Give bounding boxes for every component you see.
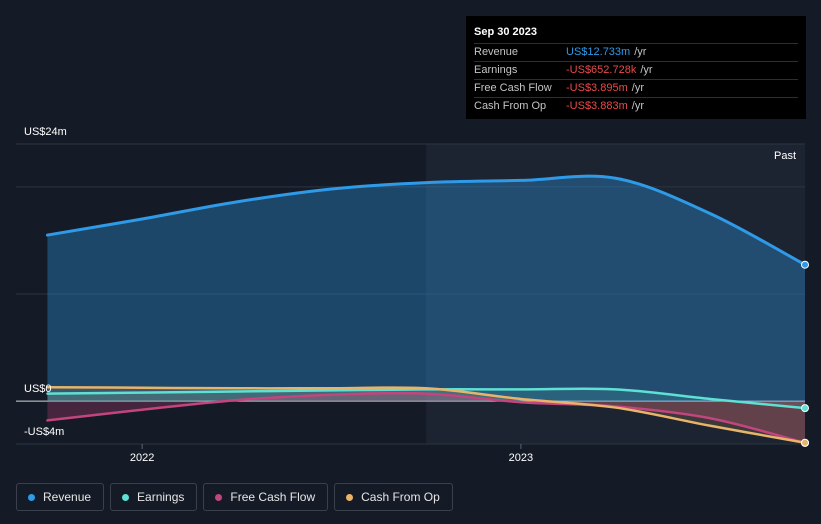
legend-item-revenue[interactable]: Revenue [16, 483, 105, 511]
legend-dot-icon [215, 493, 223, 501]
legend-label: Earnings [137, 490, 185, 504]
chart-legend: Revenue Earnings Free Cash Flow Cash Fro… [16, 483, 453, 511]
x-tick-label: 2023 [509, 452, 533, 464]
tooltip-label: Free Cash Flow [474, 82, 552, 94]
tooltip-label: Earnings [474, 64, 518, 76]
tooltip-value: -US$3.883m [566, 100, 628, 112]
tooltip-row-cash-from-op: Cash From Op -US$3.883m /yr [474, 98, 798, 115]
legend-dot-icon [28, 493, 35, 501]
tooltip-value: US$12.733m [566, 46, 631, 58]
series-endpoints [801, 260, 809, 447]
series-lines [45, 174, 807, 445]
past-label: Past [774, 150, 797, 162]
y-axis-bottom-label: -US$4m [24, 426, 65, 438]
cash-from-op-endpoint [801, 438, 809, 447]
legend-dot-icon [346, 493, 354, 501]
data-tooltip: Sep 30 2023 Revenue US$12.733m /yr Earni… [466, 16, 806, 119]
tooltip-label: Revenue [474, 46, 519, 58]
legend-label: Free Cash Flow [230, 490, 316, 504]
tooltip-row-earnings: Earnings -US$652.728k /yr [474, 62, 798, 80]
tooltip-unit: /yr [631, 100, 644, 112]
tooltip-row-revenue: Revenue US$12.733m /yr [474, 44, 798, 62]
cash-from-op-line [46, 385, 807, 444]
earnings-area [47, 388, 806, 409]
revenue-line [45, 174, 807, 267]
x-tick-label: 2022 [130, 452, 154, 464]
y-axis-top-label: US$24m [24, 126, 67, 138]
revenue-endpoint [801, 260, 809, 269]
tooltip-unit: /yr [634, 46, 647, 58]
y-axis-zero-label: US$0 [24, 383, 52, 395]
tooltip-unit: /yr [640, 64, 653, 76]
legend-dot-icon [122, 493, 130, 501]
legend-item-free-cash-flow[interactable]: Free Cash Flow [203, 483, 329, 511]
earnings-endpoint [801, 404, 809, 413]
tooltip-value: -US$3.895m [566, 82, 628, 94]
tooltip-label: Cash From Op [474, 100, 547, 112]
legend-item-cash-from-op[interactable]: Cash From Op [334, 483, 453, 511]
legend-item-earnings[interactable]: Earnings [110, 483, 198, 511]
x-axis-ticks: 2022 2023 [130, 444, 533, 464]
gridlines [16, 143, 805, 445]
tooltip-date: Sep 30 2023 [474, 24, 798, 44]
tooltip-unit: /yr [631, 82, 644, 94]
legend-label: Revenue [43, 490, 92, 504]
tooltip-value: -US$652.728k [566, 64, 637, 76]
tooltip-row-free-cash-flow: Free Cash Flow -US$3.895m /yr [474, 80, 798, 98]
legend-label: Cash From Op [361, 490, 440, 504]
revenue-area [47, 176, 806, 402]
free-cash-flow-line [46, 391, 807, 445]
